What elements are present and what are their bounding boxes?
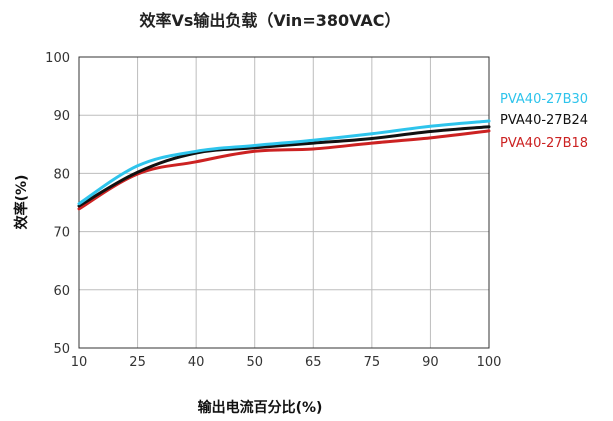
x-axis-ticks: 10 25 40 50 65 75 90 100 [71,355,502,370]
chart-title: 效率Vs输出负载（Vin=380VAC） [139,11,400,30]
y-tick-label: 60 [53,284,70,299]
x-tick-label: 40 [188,355,205,370]
y-tick-label: 70 [53,226,70,241]
x-tick-label: 25 [129,355,146,370]
y-tick-label: 50 [53,342,70,357]
y-tick-label: 80 [53,167,70,182]
series-line-pva40-27b18 [77,129,491,211]
series-line-pva40-27b24 [77,125,491,208]
y-tick-label: 90 [53,109,70,124]
x-axis-label: 输出电流百分比(%) [198,399,323,416]
legend-entry-pva40-27b24: PVA40-27B24 [500,113,588,128]
x-tick-label: 90 [422,355,439,370]
legend-entry-pva40-27b18: PVA40-27B18 [500,136,588,151]
y-tick-label: 100 [45,51,70,66]
series-line-pva40-27b30 [77,119,491,206]
legend: PVA40-27B30 PVA40-27B24 PVA40-27B18 [500,92,588,151]
y-axis-ticks: 100 90 80 70 60 50 [45,51,70,357]
x-tick-label: 50 [246,355,263,370]
x-tick-label: 100 [477,355,502,370]
x-tick-label: 75 [364,355,381,370]
plot-frame [78,56,490,349]
x-tick-label: 65 [305,355,322,370]
x-tick-label: 10 [71,355,88,370]
y-axis-label: 效率(%) [13,175,30,230]
legend-entry-pva40-27b30: PVA40-27B30 [500,92,588,107]
series-lines [77,119,491,211]
grid [79,57,489,348]
